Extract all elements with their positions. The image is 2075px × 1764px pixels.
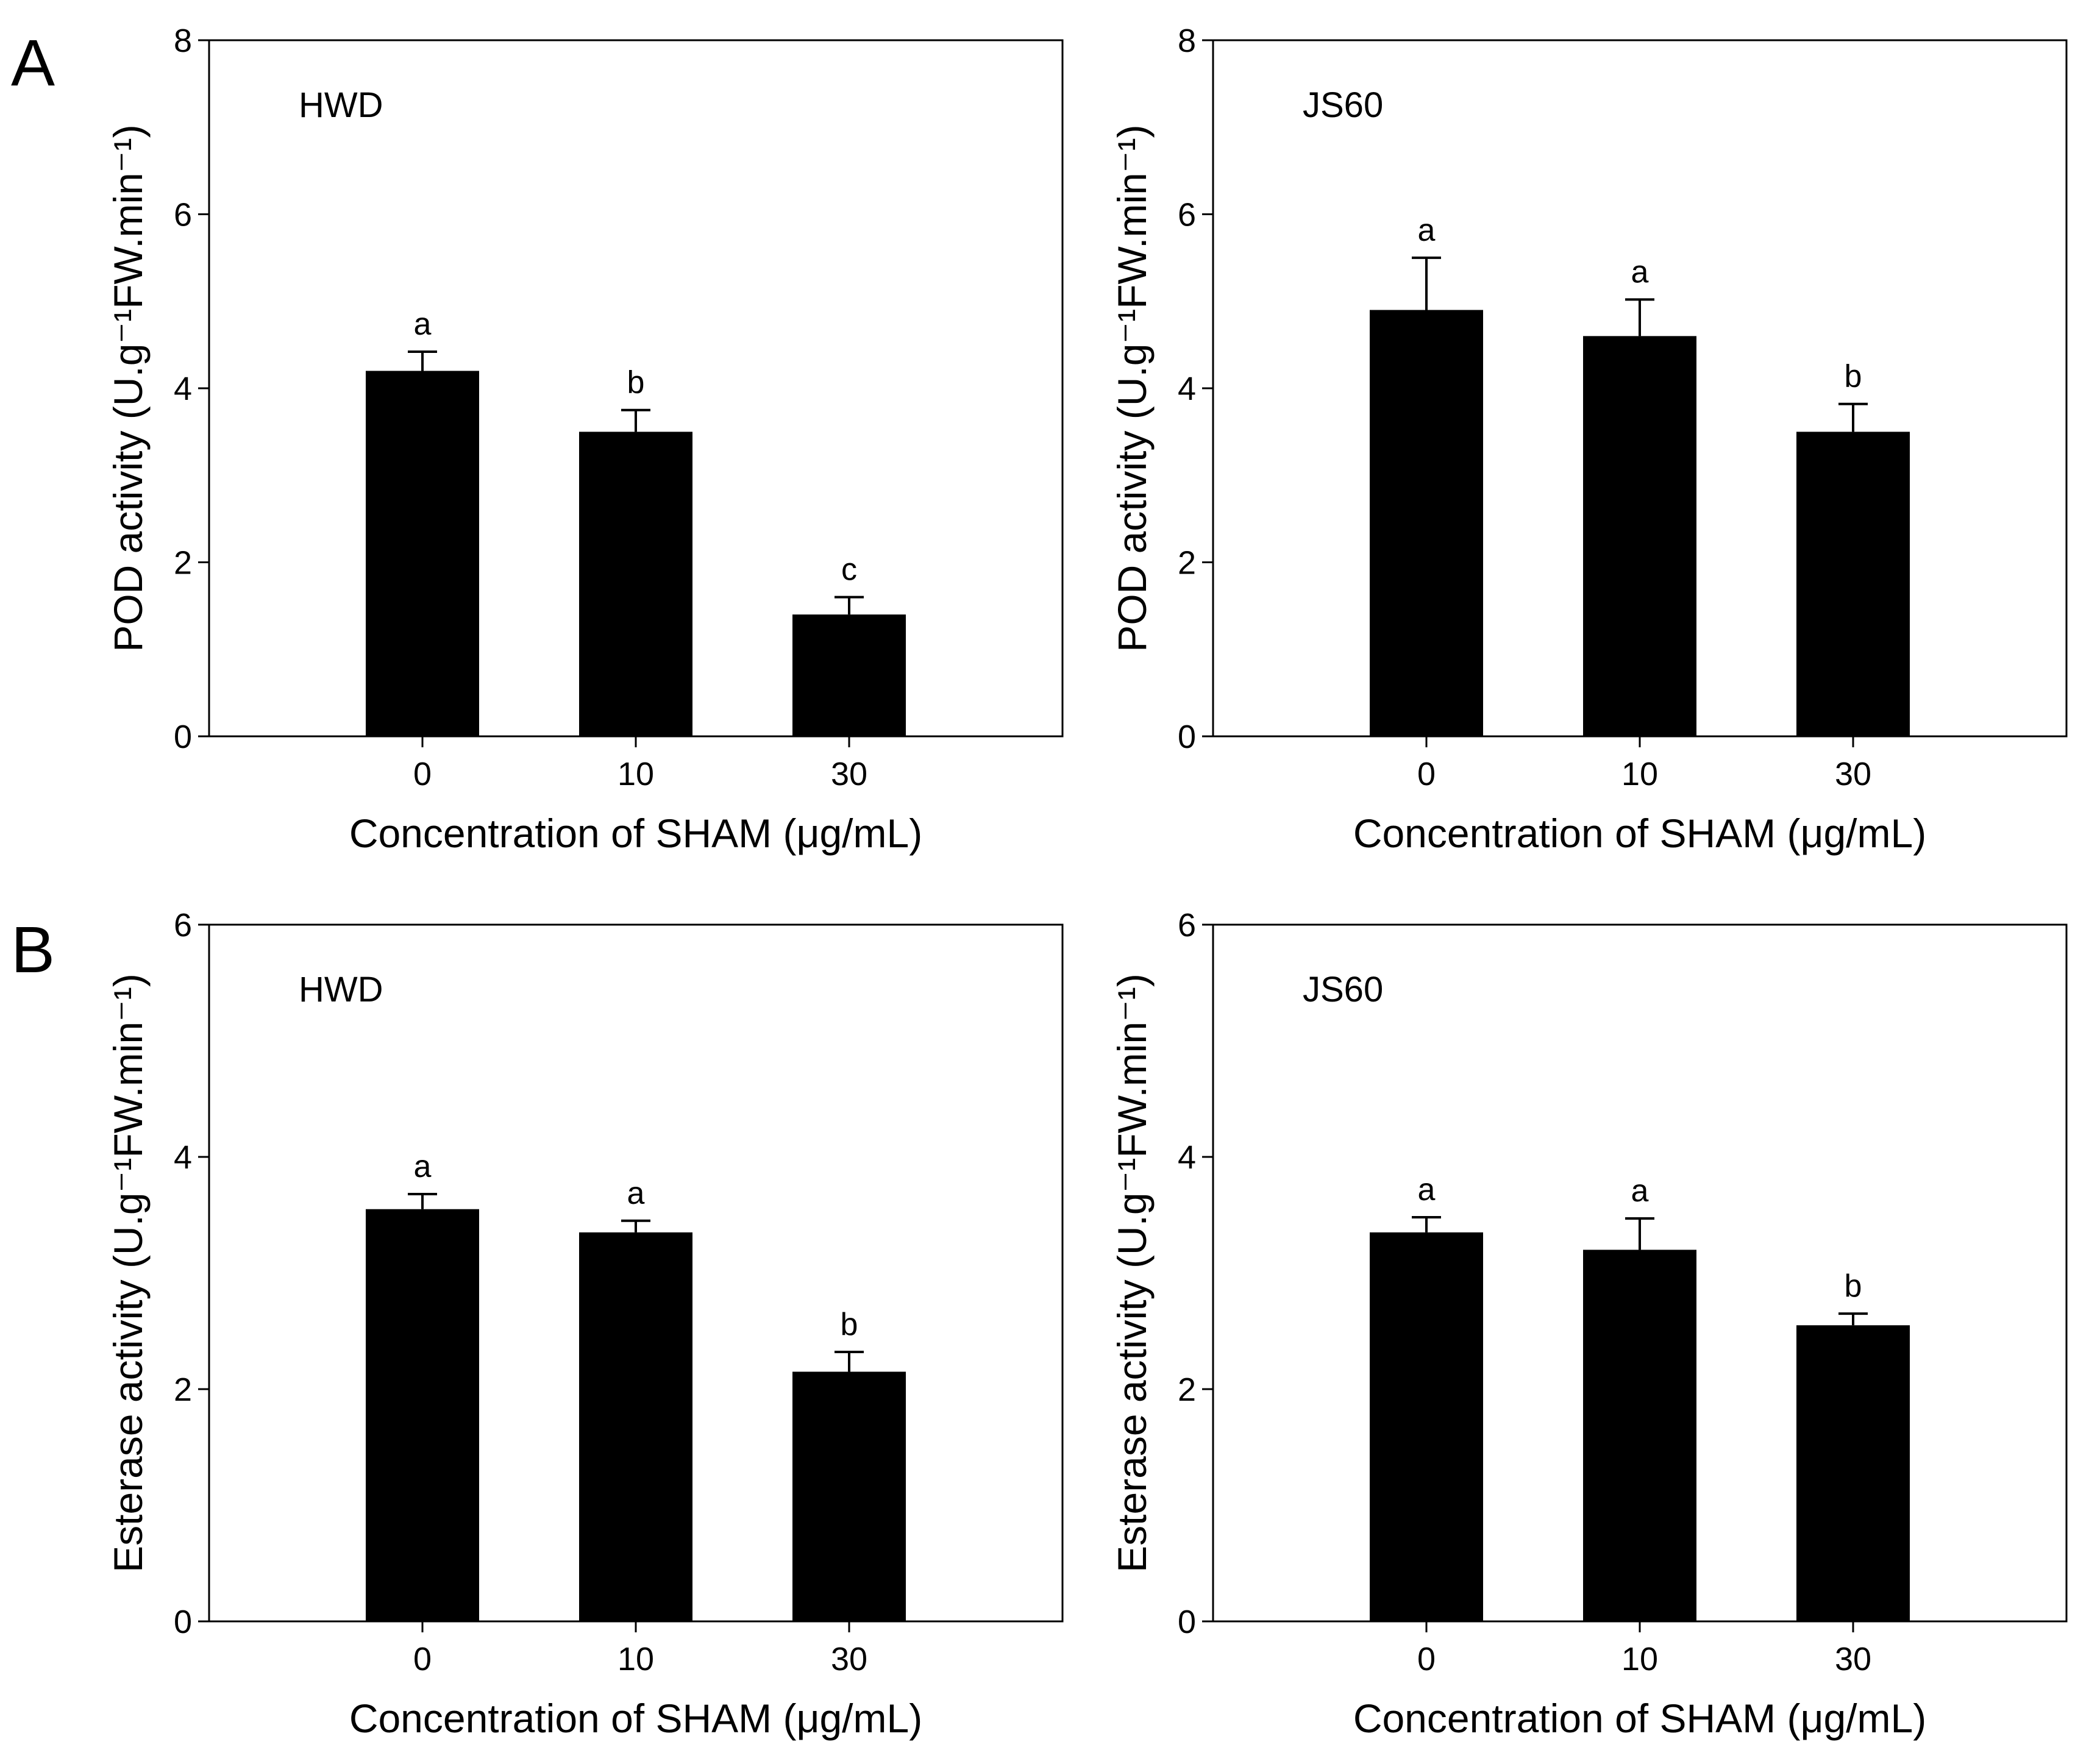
- y-tick-label: 6: [174, 907, 192, 944]
- significance-label: a: [1631, 1173, 1649, 1209]
- significance-label: a: [627, 1176, 645, 1211]
- series-label: HWD: [299, 85, 383, 125]
- y-tick-label: 2: [174, 545, 192, 581]
- y-tick-label: 6: [1178, 197, 1196, 233]
- charts: 0 2 4 6 8 a 0 b 10 c 30 HWD Concentration of SHAM (μ…: [105, 23, 2068, 1741]
- bar: [366, 1209, 479, 1621]
- y-tick-label: 2: [174, 1371, 192, 1408]
- bar: [1583, 336, 1696, 736]
- y-axis-title: POD activity (U.g⁻¹FW.min⁻¹): [105, 124, 151, 652]
- y-tick-label: 2: [1178, 1371, 1196, 1408]
- x-tick-label: 10: [618, 756, 654, 792]
- y-axis-title: Esterase activity (U.g⁻¹FW.min⁻¹): [1109, 973, 1155, 1573]
- chart-2: 0 2 4 6 8 a 0 a 10 b 30 JS60 Concentration of SHAM (…: [1109, 23, 2068, 856]
- significance-label: a: [1418, 213, 1436, 248]
- x-tick-label: 0: [413, 756, 432, 792]
- bar: [1583, 1250, 1696, 1621]
- significance-label: a: [1418, 1172, 1436, 1207]
- y-tick-label: 4: [1178, 371, 1196, 407]
- x-axis-title: Concentration of SHAM (μg/mL): [1353, 811, 1926, 856]
- y-tick-label: 0: [1178, 1604, 1196, 1640]
- bar: [579, 1232, 692, 1621]
- x-axis-title: Concentration of SHAM (μg/mL): [349, 811, 922, 856]
- series-label: HWD: [299, 970, 383, 1009]
- y-tick-label: 2: [1178, 545, 1196, 581]
- x-tick-label: 0: [413, 1641, 432, 1677]
- bar: [1796, 1325, 1910, 1621]
- panel-letter-b: B: [11, 912, 55, 986]
- chart-4: 0 2 4 6 a 0 a 10 b 30 JS60 Concentration of SHAM (μ…: [1109, 907, 2068, 1741]
- significance-label: a: [1631, 254, 1649, 290]
- y-tick-label: 4: [174, 1139, 192, 1176]
- x-tick-label: 10: [1621, 1641, 1658, 1677]
- bar: [579, 432, 692, 736]
- x-tick-label: 10: [618, 1641, 654, 1677]
- significance-label: b: [1845, 359, 1862, 394]
- x-tick-label: 30: [831, 1641, 867, 1677]
- significance-label: b: [1845, 1268, 1862, 1304]
- y-tick-label: 0: [174, 719, 192, 755]
- x-tick-label: 0: [1417, 1641, 1436, 1677]
- x-tick-label: 30: [1835, 756, 1871, 792]
- y-axis-title: POD activity (U.g⁻¹FW.min⁻¹): [1109, 124, 1155, 652]
- series-label: JS60: [1303, 970, 1383, 1009]
- chart-3: 0 2 4 6 a 0 a 10 b 30 HWD Concentration of SHAM (μg…: [105, 907, 1064, 1741]
- significance-label: a: [414, 307, 432, 342]
- y-axis-title: Esterase activity (U.g⁻¹FW.min⁻¹): [105, 973, 151, 1573]
- y-tick-label: 6: [1178, 907, 1196, 944]
- bar: [792, 614, 906, 736]
- series-label: JS60: [1303, 85, 1383, 125]
- x-axis-title: Concentration of SHAM (μg/mL): [1353, 1696, 1926, 1741]
- y-tick-label: 4: [1178, 1139, 1196, 1176]
- y-tick-label: 8: [174, 23, 192, 59]
- x-tick-label: 0: [1417, 756, 1436, 792]
- significance-label: a: [414, 1149, 432, 1184]
- bar: [1796, 432, 1910, 736]
- bar: [366, 371, 479, 736]
- y-tick-label: 8: [1178, 23, 1196, 59]
- bar: [1370, 1232, 1483, 1621]
- significance-label: b: [841, 1307, 858, 1342]
- bar: [1370, 310, 1483, 736]
- y-tick-label: 6: [174, 197, 192, 233]
- significance-label: b: [627, 365, 645, 400]
- y-tick-label: 4: [174, 371, 192, 407]
- y-tick-label: 0: [174, 1604, 192, 1640]
- x-tick-label: 10: [1621, 756, 1658, 792]
- bar: [792, 1371, 906, 1621]
- x-tick-label: 30: [831, 756, 867, 792]
- significance-label: c: [841, 552, 857, 588]
- chart-1: 0 2 4 6 8 a 0 b 10 c 30 HWD Concentration of SHAM (μ…: [105, 23, 1064, 856]
- panel-letter-a: A: [11, 26, 55, 99]
- y-tick-label: 0: [1178, 719, 1196, 755]
- x-tick-label: 30: [1835, 1641, 1871, 1677]
- x-axis-title: Concentration of SHAM (μg/mL): [349, 1696, 922, 1741]
